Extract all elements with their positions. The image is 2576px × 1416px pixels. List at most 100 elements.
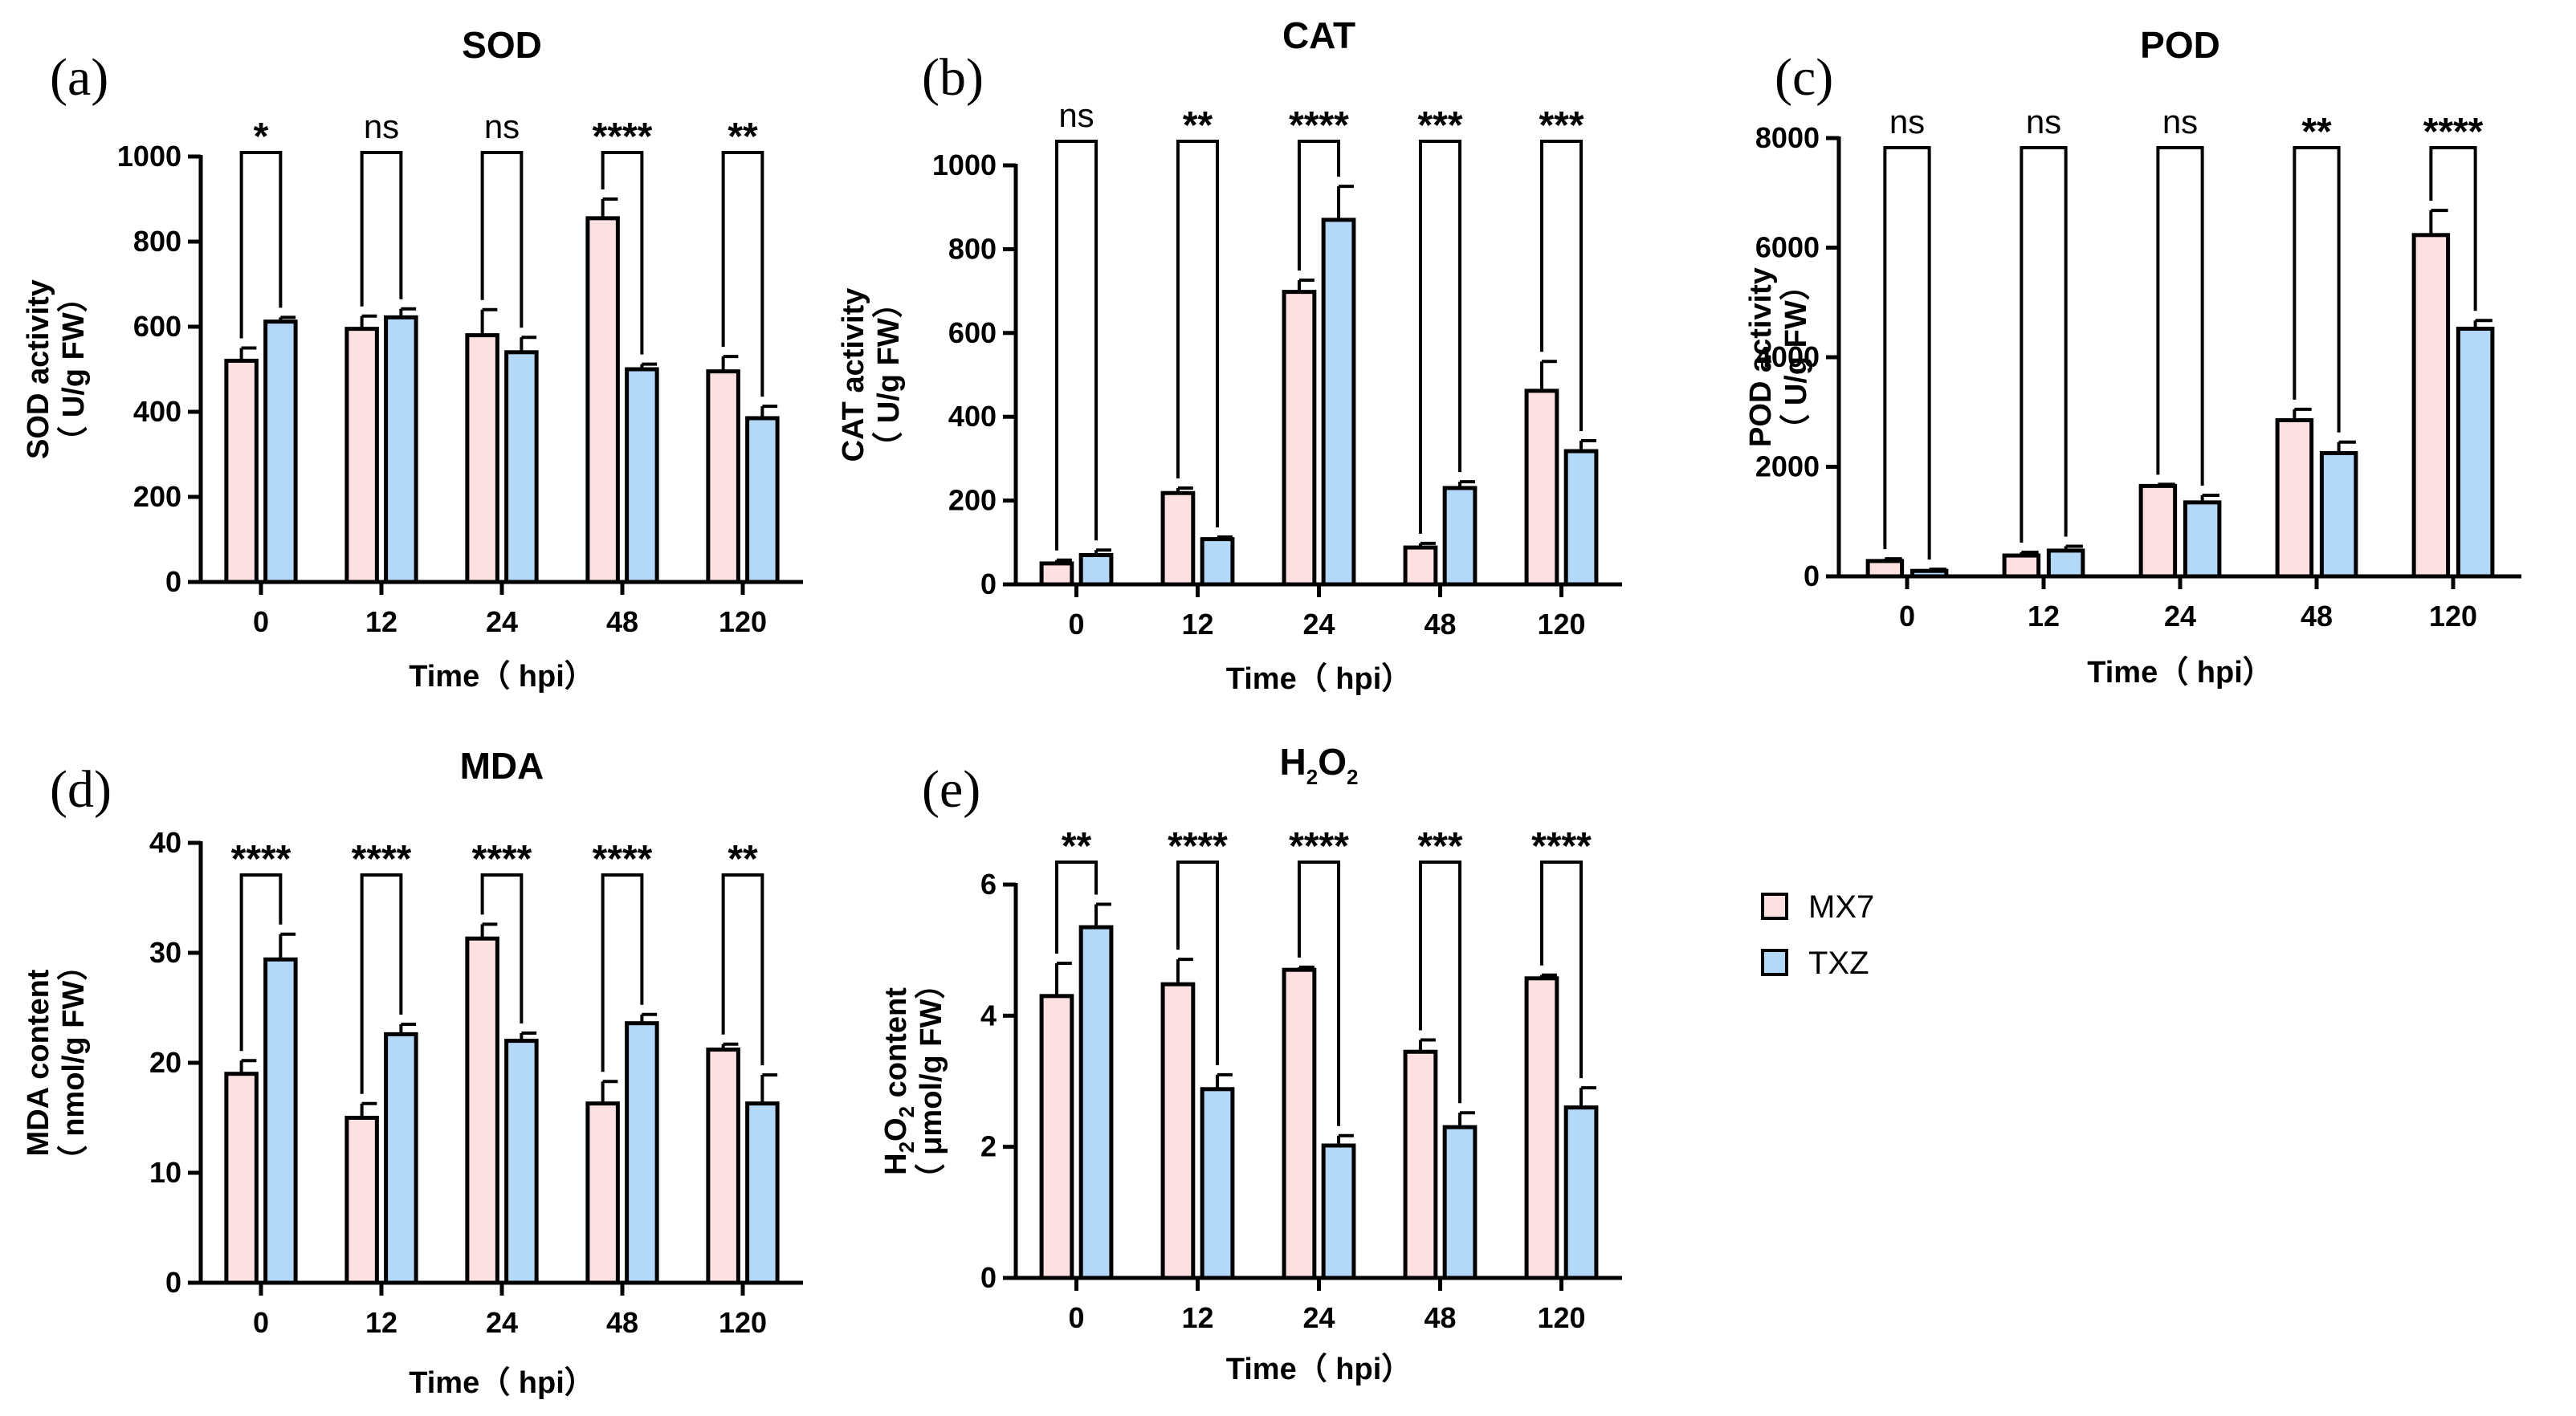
bar-txz — [1321, 1143, 1356, 1280]
significance-label: ** — [1183, 104, 1213, 147]
significance-label: **** — [472, 838, 532, 881]
y-tick-label: 400 — [948, 400, 997, 433]
ylabel-part: H — [879, 1153, 913, 1174]
significance-label: **** — [1531, 825, 1592, 868]
bar-txz — [1442, 1125, 1478, 1280]
significance-bracket — [1054, 861, 1098, 954]
bar-txz — [625, 367, 659, 584]
y-label-line-1: CAT activity — [837, 288, 870, 462]
significance-bracket — [601, 151, 644, 355]
bar-mx7 — [1039, 561, 1074, 587]
bar-mx7 — [585, 216, 620, 584]
y-label-line-2: （ U/g FW） — [872, 287, 906, 462]
panel-letter: (a) — [50, 48, 108, 107]
x-tick-label: 12 — [365, 605, 397, 638]
x-tick-label: 120 — [719, 605, 767, 638]
bar-mx7 — [465, 333, 499, 584]
bar-mx7 — [1160, 490, 1196, 587]
significance-label: ** — [2301, 111, 2332, 153]
y-tick-label: 1000 — [932, 149, 997, 181]
title-subscript: 2 — [1306, 765, 1318, 789]
panel-letter: (e) — [922, 760, 980, 819]
significance-bracket — [1054, 140, 1098, 551]
y-tick-label: 10 — [149, 1156, 181, 1189]
significance-bracket — [1176, 140, 1220, 528]
significance-label: * — [254, 116, 269, 158]
significance-bracket — [360, 873, 403, 1094]
bar-txz — [745, 416, 780, 584]
x-tick-label: 12 — [2028, 600, 2060, 633]
significance-label: **** — [593, 116, 653, 158]
significance-label: ** — [1062, 825, 1092, 868]
bar-mx7 — [1160, 982, 1196, 1280]
bar-txz — [1910, 568, 1949, 579]
chart-cat: (b) CAT 0 200 400 600 800 1000 CAT activity （ U/g… — [837, 14, 1622, 696]
x-tick-label: 48 — [606, 605, 638, 638]
y-tick-label: 0 — [980, 1261, 997, 1294]
bar-txz — [1200, 537, 1235, 587]
chart-pod: (c) POD 0 2000 4000 6000 8000 POD activity （ U/g… — [1744, 24, 2521, 690]
bar-mx7 — [2002, 553, 2041, 579]
significance-label: ns — [364, 108, 399, 145]
x-tick-label: 24 — [1302, 1301, 1335, 1334]
x-tick-label: 120 — [719, 1306, 767, 1339]
bar-mx7 — [585, 1101, 620, 1285]
bar-txz — [1321, 218, 1356, 587]
significance-bracket — [601, 873, 644, 1072]
title-part: H — [1280, 741, 1306, 783]
y-tick-label: 0 — [1804, 559, 1820, 592]
x-tick-label: 48 — [606, 1306, 638, 1339]
x-tick-label: 48 — [1424, 1301, 1456, 1334]
bar-txz — [1442, 486, 1478, 587]
bar-mx7 — [2411, 233, 2451, 579]
chart-title: POD — [2140, 24, 2220, 66]
chart-sod: (a) SOD 0 200 400 600 800 1000 SOD activity （ U/g… — [22, 24, 803, 694]
significance-label: **** — [1168, 825, 1228, 868]
panel-letter: (d) — [50, 760, 112, 819]
y-tick-label: 800 — [133, 225, 181, 258]
x-tick-label: 24 — [1302, 608, 1335, 641]
y-label-line-1: POD activity — [1744, 267, 1778, 447]
y-label-line-1: MDA content — [22, 969, 55, 1156]
y-tick-label: 4000 — [1755, 340, 1820, 373]
bar-mx7 — [224, 1072, 259, 1285]
bar-mx7 — [1282, 290, 1317, 587]
bar-txz — [263, 319, 298, 584]
y-tick-label: 4 — [980, 999, 997, 1031]
significance-bracket — [239, 151, 283, 339]
y-tick-label: 0 — [165, 565, 181, 598]
significance-label: **** — [2423, 111, 2484, 153]
x-tick-label: 0 — [253, 605, 269, 638]
x-tick-label: 24 — [486, 1306, 518, 1339]
bar-mx7 — [224, 358, 259, 584]
significance-bracket — [1418, 861, 1462, 1104]
significance-label: ** — [728, 116, 758, 158]
y-label-line-1: H2O2 content — [879, 987, 919, 1175]
significance-bracket — [1297, 861, 1341, 1126]
x-tick-label: 12 — [1181, 1301, 1213, 1334]
x-tick-label: 48 — [1424, 608, 1456, 641]
bar-txz — [1200, 1087, 1235, 1280]
y-axis-label: POD activity （ U/g FW） — [1744, 267, 1813, 447]
bar-mx7 — [1039, 994, 1074, 1280]
x-tick-label: 120 — [1537, 608, 1585, 641]
significance-label: *** — [1417, 104, 1462, 147]
y-tick-label: 20 — [149, 1046, 181, 1079]
significance-label: **** — [231, 838, 291, 881]
y-tick-label: 800 — [948, 232, 997, 265]
legend-swatch-txz — [1761, 949, 1788, 976]
significance-label: **** — [352, 838, 412, 881]
significance-label: ns — [1058, 96, 1094, 134]
significance-label: *** — [1539, 104, 1584, 147]
x-tick-label: 12 — [1181, 608, 1213, 641]
significance-label: **** — [1289, 825, 1349, 868]
y-label-line-2: （ U/g FW） — [1779, 270, 1813, 444]
significance-bracket — [721, 151, 764, 397]
significance-label: *** — [1417, 825, 1462, 868]
y-axis-label: SOD activity （ U/g FW） — [22, 279, 91, 459]
bar-mx7 — [1865, 559, 1905, 579]
legend-label-txz: TXZ — [1808, 946, 1869, 981]
chart-title: H2O2 — [1280, 741, 1359, 789]
